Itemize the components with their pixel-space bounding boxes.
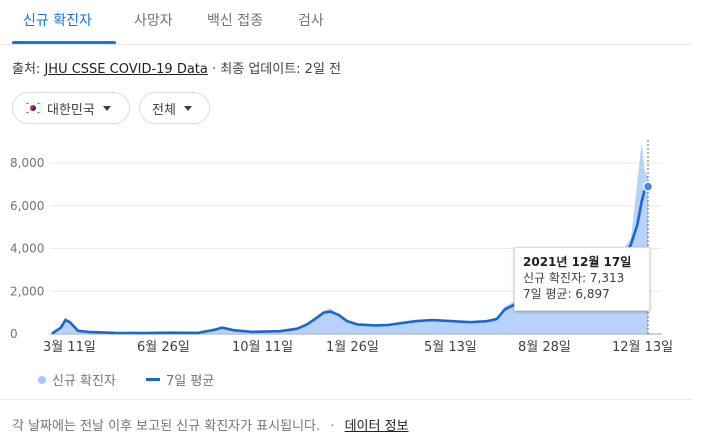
footer-separator: · bbox=[330, 419, 335, 434]
footer-note: 각 날짜에는 전날 이후 보고된 신규 확진자가 표시됩니다. · 데이터 정보 bbox=[12, 415, 409, 434]
south-korea-flag-icon bbox=[25, 102, 41, 114]
tab-deaths[interactable]: 사망자 bbox=[134, 13, 173, 29]
y-tick-label: 4,000 bbox=[10, 242, 44, 256]
x-axis-ticks: 3월 11일 6월 26일 10월 11일 1월 26일 5월 13일 8월 28일 12월… bbox=[43, 340, 673, 355]
source-updated: · 최종 업데이트: 2일 전 bbox=[212, 62, 342, 77]
source-prefix: 출처: bbox=[12, 62, 41, 77]
y-axis-ticks: 0 2,000 4,000 6,000 8,000 bbox=[10, 156, 44, 341]
divider bbox=[0, 399, 692, 400]
tab-bar: 신규 확진자 사망자 백신 접종 검사 bbox=[0, 0, 692, 45]
tooltip-date: 2021년 12월 17일 bbox=[523, 255, 632, 269]
hover-point bbox=[642, 181, 654, 192]
tab-new-cases[interactable]: 신규 확진자 bbox=[23, 13, 92, 29]
scope-label: 전체 bbox=[152, 102, 176, 118]
legend-item-cases[interactable]: 신규 확진자 bbox=[38, 370, 116, 389]
x-tick-label: 6월 26일 bbox=[137, 340, 190, 355]
chevron-down-icon bbox=[102, 105, 111, 111]
x-tick-label: 1월 26일 bbox=[326, 340, 379, 355]
scope-dropdown[interactable]: 전체 bbox=[139, 92, 210, 124]
tooltip-avg: 7일 평균: 6,897 bbox=[523, 287, 610, 301]
tab-vaccinations[interactable]: 백신 접종 bbox=[207, 13, 263, 29]
region-label: 대한민국 bbox=[47, 102, 95, 118]
x-tick-label: 10월 11일 bbox=[232, 340, 293, 355]
chevron-down-icon bbox=[183, 105, 192, 111]
tab-tests[interactable]: 검사 bbox=[298, 13, 324, 29]
y-tick-label: 6,000 bbox=[10, 199, 44, 213]
region-dropdown[interactable]: 대한민국 bbox=[12, 92, 130, 124]
x-tick-label: 8월 28일 bbox=[518, 340, 571, 355]
legend-label-avg: 7일 평균 bbox=[166, 374, 215, 389]
series-area-new-cases bbox=[52, 141, 648, 334]
active-tab-indicator bbox=[12, 41, 116, 44]
source-line: 출처: JHU CSSE COVID-19 Data · 최종 업데이트: 2일… bbox=[12, 58, 341, 77]
y-tick-label: 0 bbox=[10, 327, 18, 341]
source-link[interactable]: JHU CSSE COVID-19 Data bbox=[44, 62, 208, 77]
footer-text: 각 날짜에는 전날 이후 보고된 신규 확진자가 표시됩니다. bbox=[12, 419, 321, 434]
y-tick-label: 2,000 bbox=[10, 284, 44, 298]
tooltip-cases: 신규 확진자: 7,313 bbox=[523, 271, 625, 285]
legend-item-avg[interactable]: 7일 평균 bbox=[146, 370, 214, 389]
data-tooltip: 2021년 12월 17일 신규 확진자: 7,313 7일 평균: 6,897 bbox=[514, 247, 650, 311]
legend-label-cases: 신규 확진자 bbox=[52, 374, 116, 389]
data-info-link[interactable]: 데이터 정보 bbox=[344, 419, 409, 434]
x-tick-label: 3월 11일 bbox=[43, 340, 96, 355]
legend-dot-icon bbox=[38, 375, 46, 384]
y-tick-label: 8,000 bbox=[10, 156, 44, 170]
x-tick-label: 5월 13일 bbox=[424, 340, 477, 355]
legend-line-icon bbox=[146, 378, 160, 381]
x-tick-label: 12월 13일 bbox=[612, 340, 673, 355]
